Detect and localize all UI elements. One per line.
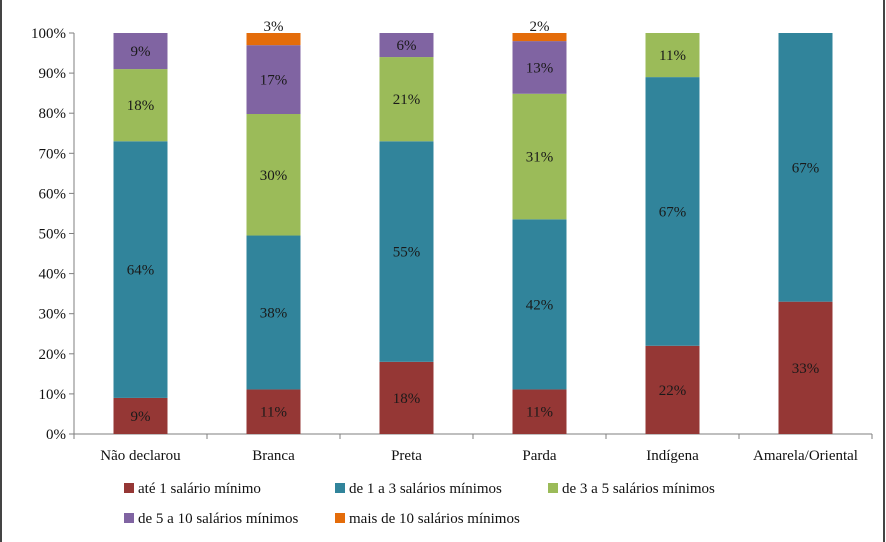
data-label: 38% [260, 305, 288, 321]
data-label: 33% [792, 361, 820, 377]
data-label: 18% [393, 391, 421, 407]
y-tick-label: 100% [31, 26, 66, 42]
bar-segment [778, 301, 833, 434]
data-label: 6% [397, 38, 417, 54]
bar-segment [778, 33, 833, 302]
y-tick-label: 80% [39, 106, 67, 122]
bar-segment [379, 57, 434, 142]
data-label: 21% [393, 92, 421, 108]
bar-segment [512, 219, 567, 390]
data-label: 55% [393, 245, 421, 261]
y-tick-label: 10% [39, 387, 67, 403]
data-label: 42% [526, 297, 554, 313]
bar-segment [645, 33, 700, 78]
x-tick-label: Amarela/Oriental [753, 448, 858, 464]
y-tick-label: 40% [39, 267, 67, 283]
data-label: 3% [264, 19, 284, 35]
bar-segment [379, 141, 434, 362]
legend-label: de 5 a 10 salários mínimos [138, 511, 299, 527]
frame-right-border [883, 0, 885, 542]
data-label: 64% [127, 263, 155, 279]
data-label: 11% [526, 405, 553, 421]
x-tick-label: Parda [522, 448, 556, 464]
bar-segment [512, 41, 567, 94]
data-label: 13% [526, 60, 554, 76]
legend-swatch [548, 483, 558, 493]
y-tick-label: 30% [39, 307, 67, 323]
legend-label: até 1 salário mínimo [138, 481, 261, 497]
data-label: 11% [260, 405, 287, 421]
x-tick-label: Branca [252, 448, 295, 464]
y-tick-label: 60% [39, 186, 67, 202]
data-label: 31% [526, 150, 554, 166]
frame-left-border [0, 0, 2, 542]
data-label: 22% [659, 383, 687, 399]
x-tick-label: Preta [391, 448, 422, 464]
data-label: 30% [260, 168, 288, 184]
data-label: 18% [127, 98, 155, 114]
bar-segment [246, 235, 301, 390]
bar-segment [246, 33, 301, 46]
y-tick-label: 70% [39, 146, 67, 162]
y-tick-label: 20% [39, 347, 67, 363]
data-label: 9% [131, 44, 151, 60]
x-tick-label: Indígena [646, 448, 699, 464]
legend-swatch [335, 513, 345, 523]
y-tick-label: 50% [39, 227, 67, 243]
data-label: 2% [530, 19, 550, 35]
data-label: 67% [659, 204, 687, 220]
bar-segment [379, 361, 434, 434]
bar-segment [645, 345, 700, 434]
legend-label: mais de 10 salários mínimos [349, 511, 520, 527]
y-tick-label: 90% [39, 66, 67, 82]
bar-segment [113, 141, 168, 398]
legend-label: de 3 a 5 salários mínimos [562, 481, 715, 497]
legend-label: de 1 a 3 salários mínimos [349, 481, 502, 497]
bar-segment [512, 93, 567, 220]
bar-segment [246, 45, 301, 115]
bar-segment [246, 389, 301, 434]
data-label: 9% [131, 409, 151, 425]
bar-segment [113, 397, 168, 434]
legend-swatch [124, 513, 134, 523]
legend-swatch [335, 483, 345, 493]
x-tick-label: Não declarou [100, 448, 181, 464]
data-label: 67% [792, 160, 820, 176]
bar-segment [512, 389, 567, 434]
bar-segment [246, 114, 301, 236]
bar-segment [379, 33, 434, 58]
bar-segment [113, 33, 168, 70]
data-label: 11% [659, 48, 686, 64]
bar-segment [113, 69, 168, 142]
legend-swatch [124, 483, 134, 493]
data-label: 17% [260, 73, 288, 89]
y-tick-label: 0% [46, 427, 66, 443]
bar-segment [512, 33, 567, 42]
bar-segment [645, 77, 700, 346]
